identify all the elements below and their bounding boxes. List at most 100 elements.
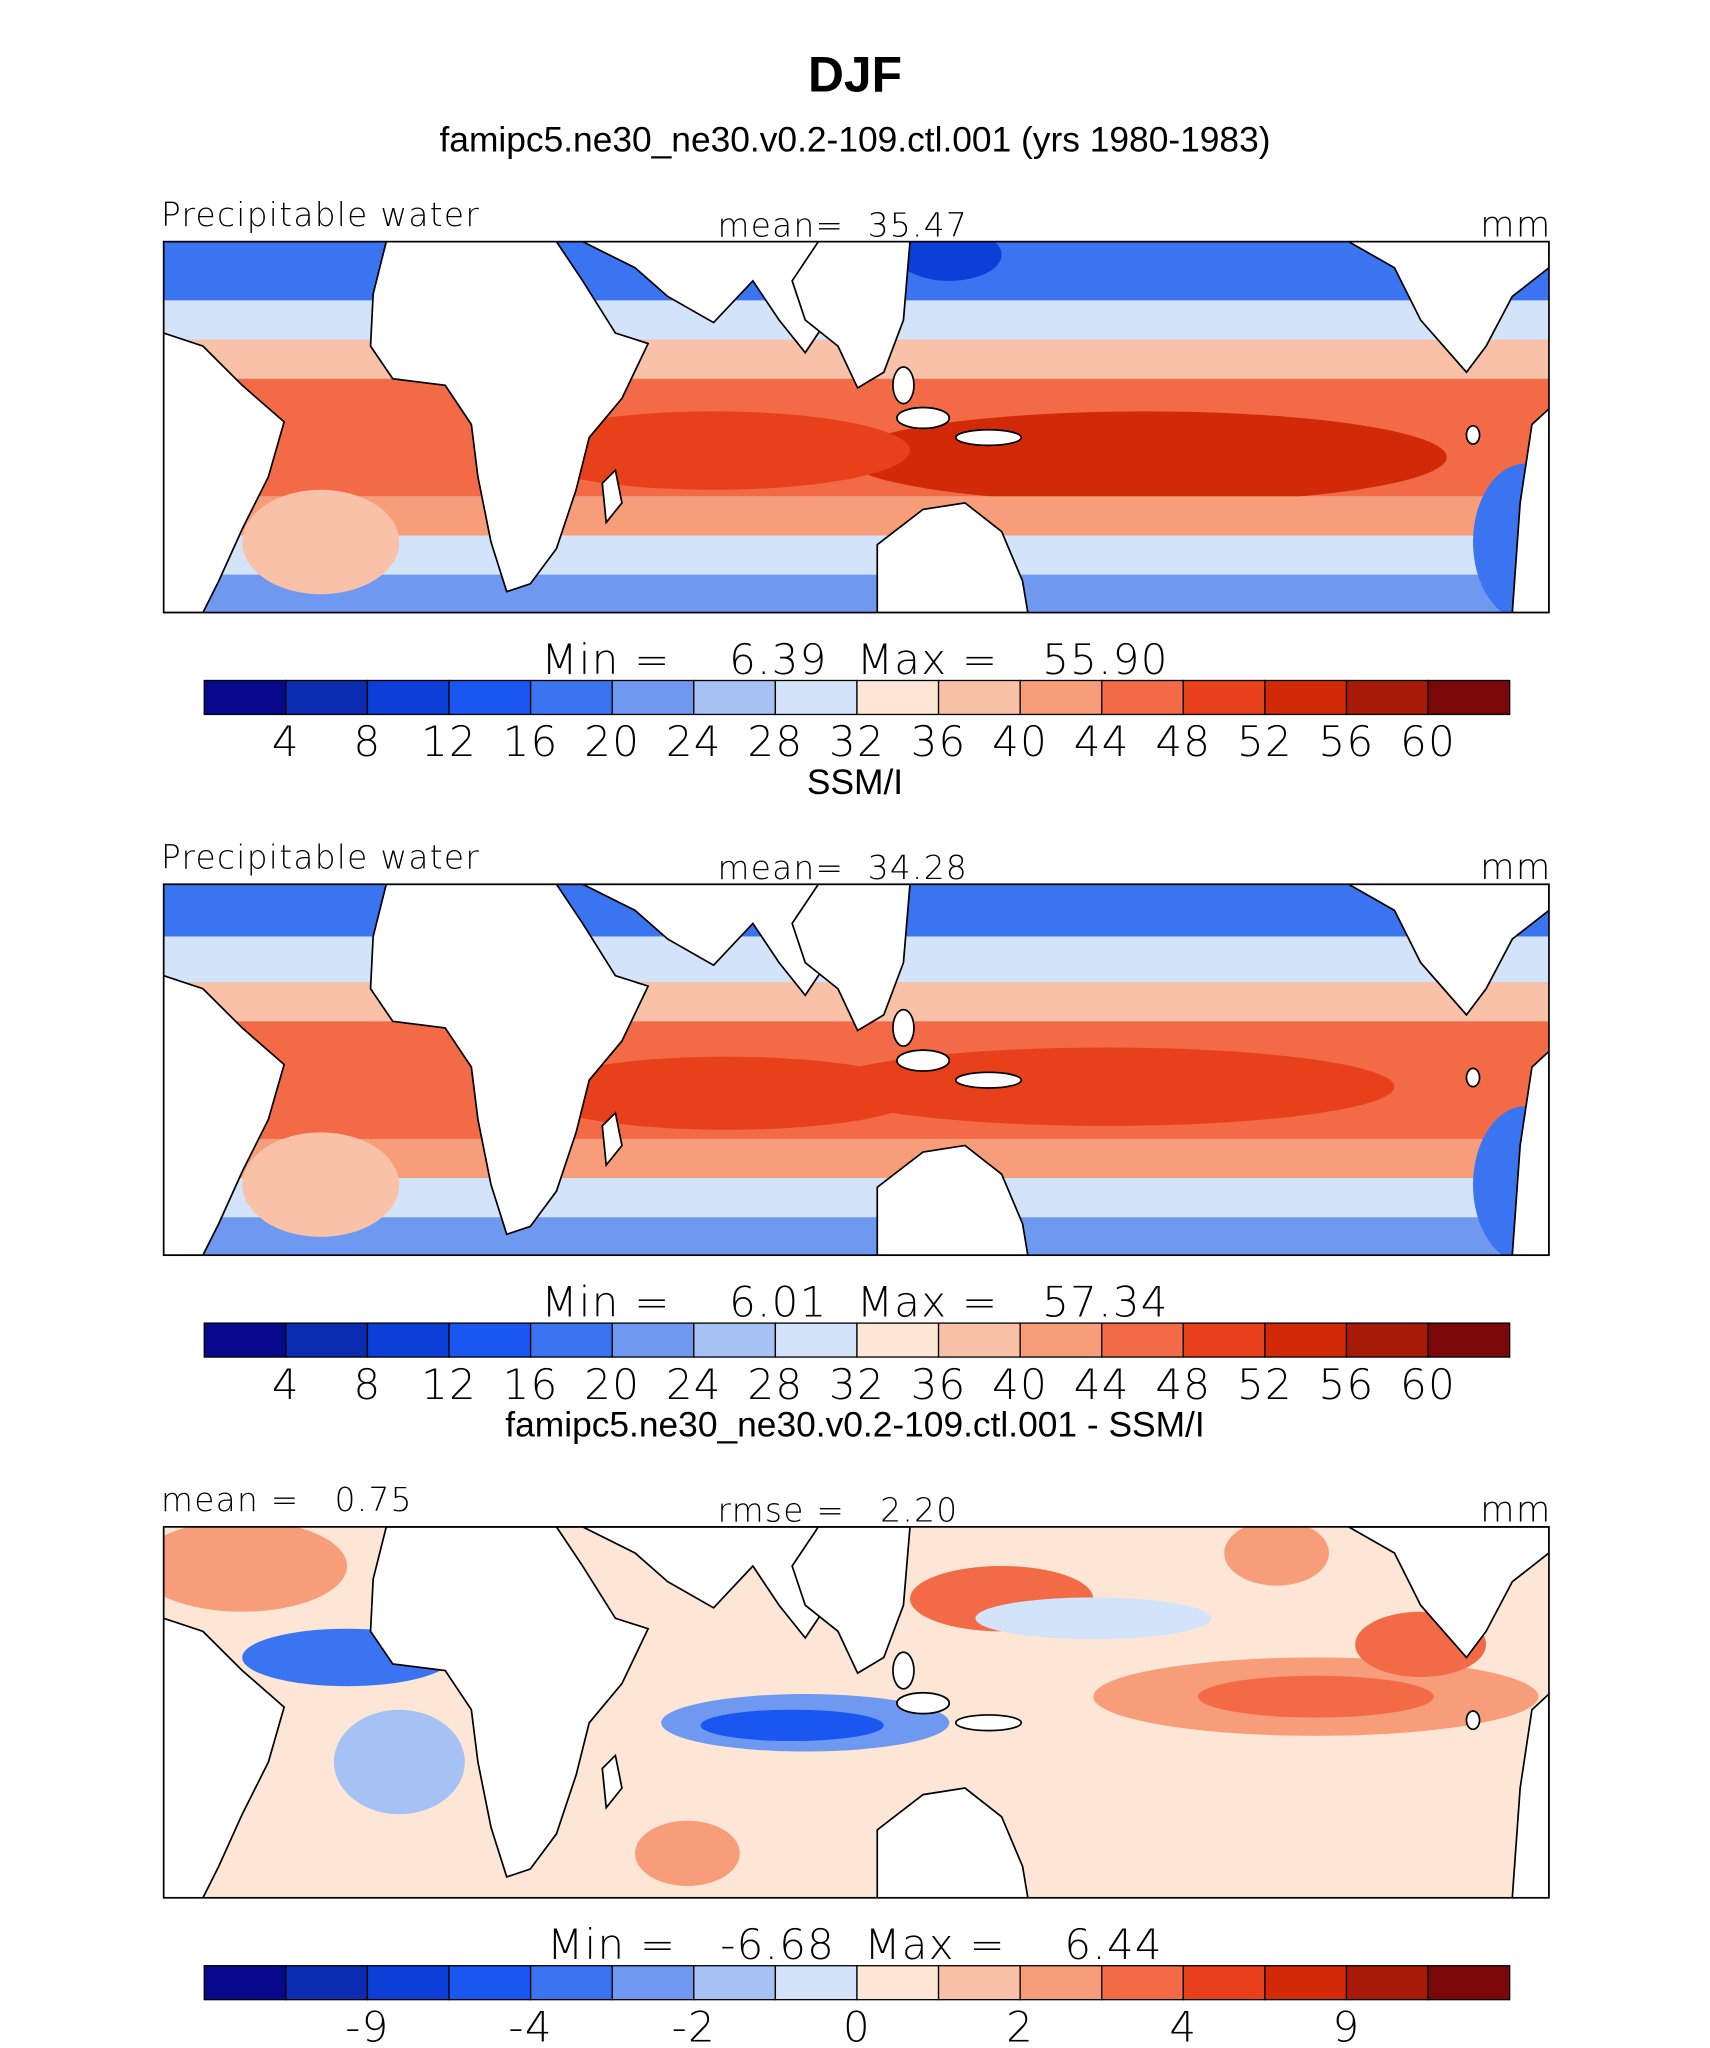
colorbar-box: [366, 679, 450, 716]
map-frame: [162, 240, 1550, 614]
colorbar-tick-label: 44: [1074, 717, 1130, 766]
panel-title: famipc5.ne30_ne30.v0.2-109.ctl.001 - SSM…: [505, 1406, 1204, 1445]
colorbar-box: [1101, 679, 1184, 716]
colorbar-tick-label: 24: [666, 717, 722, 766]
colorbar-box: [611, 1965, 695, 2001]
colorbar-tick-label: 2: [1006, 2003, 1034, 2048]
colorbar-box: [1019, 1322, 1103, 1358]
colorbar-tick-label: 32: [829, 717, 885, 766]
map-frame: [162, 883, 1550, 1257]
colorbar-box: [1182, 679, 1266, 716]
min-max-label: Min = -6.68 Max = 6.44: [547, 1920, 1163, 1969]
field-contour: [242, 1132, 400, 1237]
colorbar-box: [693, 1322, 777, 1358]
colorbar-tick-label: 4: [272, 1360, 300, 1409]
panels: famipc5.ne30_ne30.v0.2-109.ctl.001 (yrs …: [161, 121, 1551, 2048]
colorbar-box: [448, 679, 532, 716]
units-label: mm: [1480, 1490, 1551, 1531]
colorbar-tick-label: 20: [584, 1360, 640, 1409]
units-label: mm: [1480, 204, 1551, 245]
colorbar-box: [1427, 1965, 1511, 2001]
colorbar-tick-label: 28: [747, 1360, 803, 1409]
colorbar-tick-label: 16: [503, 1360, 559, 1409]
colorbar-tick-label: 48: [1155, 1360, 1211, 1409]
colorbar-box: [1264, 1322, 1348, 1358]
map: [163, 241, 1549, 613]
colorbar-tick-label: -2: [672, 2003, 716, 2048]
field-contour: [700, 1709, 884, 1742]
colorbar-box: [693, 679, 777, 716]
colorbar-box: [1019, 679, 1103, 716]
colorbar-box: [448, 1322, 532, 1358]
colorbar-tick-label: 4: [272, 717, 300, 766]
field-contour: [975, 1597, 1212, 1640]
colorbar-tick-label: 40: [992, 717, 1048, 766]
left-label: Precipitable water: [161, 196, 480, 234]
colorbar-box: [774, 1322, 858, 1358]
figure-title: DJF: [808, 46, 902, 102]
field-contour: [163, 1526, 347, 1612]
colorbar-tick-label: -9: [345, 2003, 389, 2048]
colorbar-tick-label: 32: [829, 1360, 885, 1409]
panel: SSM/I Precipitable water mean= 34.28 mm Min …: [161, 763, 1551, 1409]
colorbar-tick-label: 0: [843, 2003, 871, 2048]
colorbar-tick-label: 28: [747, 717, 803, 766]
colorbar-box: [1182, 1965, 1266, 2001]
field-contour: [896, 241, 1002, 281]
colorbar-box: [203, 1965, 287, 2001]
units-label: mm: [1480, 847, 1551, 888]
map-frame: [162, 1526, 1550, 1899]
panel-title: SSM/I: [807, 763, 903, 802]
colorbar-box: [1427, 679, 1511, 716]
field-contour: [1224, 1526, 1329, 1586]
colorbar-tick-label: 48: [1155, 717, 1211, 766]
colorbar-box: [1019, 1965, 1103, 2001]
colorbar-box: [285, 1322, 369, 1358]
colorbar-tick-label: 60: [1400, 717, 1456, 766]
colorbar-tick-label: 4: [1169, 2003, 1197, 2048]
colorbar-box: [611, 679, 695, 716]
colorbar-box: [856, 1965, 940, 2001]
colorbar-box: [366, 1322, 450, 1358]
colorbar-box: [611, 1322, 695, 1358]
colorbar-tick-label: 44: [1074, 1360, 1130, 1409]
field-contour: [530, 1056, 924, 1130]
colorbar-tick-label: 36: [911, 717, 967, 766]
center-label: mean= 34.28: [718, 849, 968, 887]
colorbar-tick-label: 12: [421, 1360, 477, 1409]
panel: famipc5.ne30_ne30.v0.2-109.ctl.001 (yrs …: [161, 121, 1551, 767]
colorbar-box: [1427, 1322, 1511, 1358]
colorbar-tick-label: 52: [1237, 717, 1293, 766]
field-contour: [635, 1820, 740, 1887]
panel-title: famipc5.ne30_ne30.v0.2-109.ctl.001 (yrs …: [439, 121, 1270, 160]
colorbar-box: [448, 1965, 532, 2001]
colorbar-box: [203, 1322, 287, 1358]
colorbar-tick-label: 24: [666, 1360, 722, 1409]
colorbar-box: [937, 679, 1021, 716]
colorbar-box: [529, 1965, 613, 2001]
colorbar-tick-label: -4: [508, 2003, 552, 2048]
colorbar-tick-label: 12: [421, 717, 477, 766]
colorbar-box: [774, 679, 858, 716]
colorbar-box: [693, 1965, 777, 2001]
map: [163, 1526, 1549, 1898]
colorbar-tick-label: 9: [1333, 2003, 1361, 2048]
colorbar-box: [1345, 1965, 1429, 2001]
colorbar-tick-label: 56: [1319, 717, 1375, 766]
colorbar-box: [1345, 1322, 1429, 1358]
colorbar-box: [1264, 1965, 1348, 2001]
colorbar-tick-label: 16: [503, 717, 559, 766]
map: [163, 884, 1549, 1256]
min-max-label: Min = 6.39 Max = 55.90: [541, 635, 1168, 684]
colorbar-box: [1101, 1322, 1184, 1358]
colorbar-tick-label: 40: [992, 1360, 1048, 1409]
field-contour: [1198, 1675, 1434, 1718]
colorbar-tick-label: 52: [1237, 1360, 1293, 1409]
center-label: rmse = 2.20: [718, 1492, 959, 1530]
colorbar-box: [285, 1965, 369, 2001]
colorbar-box: [366, 1965, 450, 2001]
colorbar-box: [856, 1322, 940, 1358]
colorbar-box: [774, 1965, 858, 2001]
colorbar-box: [529, 1322, 613, 1358]
colorbar-tick-label: 56: [1319, 1360, 1375, 1409]
